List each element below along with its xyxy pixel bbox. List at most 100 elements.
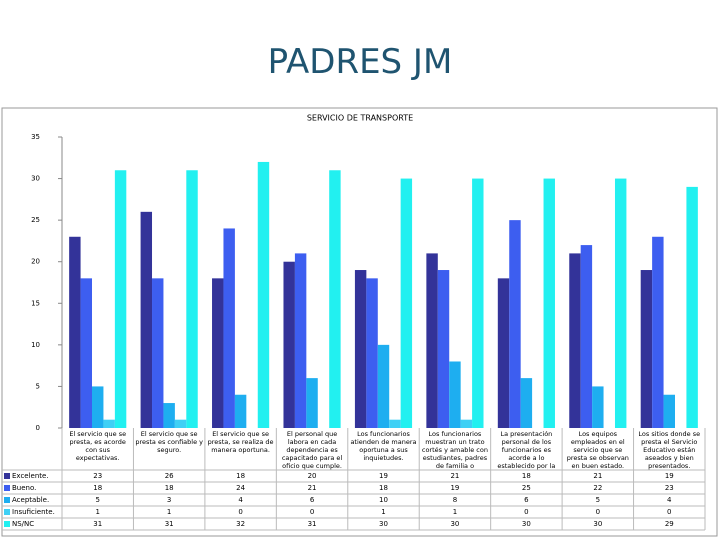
- bar: [140, 211, 153, 428]
- bar: [80, 278, 93, 428]
- legend-label: Insuficiente.: [12, 508, 55, 516]
- bar: [103, 419, 115, 428]
- bar: [114, 170, 127, 428]
- x-tick-label: El servicio que se presta, se realiza de…: [207, 430, 274, 454]
- y-tick-label: 20: [31, 258, 40, 266]
- table-value: 20: [308, 472, 317, 480]
- bar: [509, 220, 521, 428]
- bar: [186, 170, 198, 428]
- table-value: 5: [596, 496, 600, 504]
- table-value: 30: [522, 520, 531, 528]
- table-value: 1: [95, 508, 99, 516]
- table-value: 18: [236, 472, 245, 480]
- legend-label: Excelente.: [12, 472, 49, 480]
- table-value: 30: [379, 520, 388, 528]
- table-value: 23: [93, 472, 102, 480]
- y-tick-label: 5: [36, 382, 40, 390]
- table-value: 4: [238, 496, 243, 504]
- x-tick-label: Los sitios donde se presta el Servicio E…: [638, 430, 701, 470]
- legend-swatch: [4, 473, 10, 479]
- table-value: 24: [236, 484, 245, 492]
- bar: [257, 161, 270, 428]
- legend-label: NS/NC: [12, 520, 34, 528]
- table-value: 0: [238, 508, 242, 516]
- table-value: 29: [665, 520, 674, 528]
- table-value: 0: [524, 508, 528, 516]
- bar: [283, 261, 295, 428]
- y-tick-label: 10: [31, 341, 40, 349]
- y-tick-label: 35: [31, 133, 40, 141]
- chart-title: SERVICIO DE TRANSPORTE: [307, 114, 413, 123]
- x-tick-label: El personal que labora en cada dependenc…: [281, 430, 343, 470]
- bar: [163, 403, 175, 428]
- table-value: 19: [450, 484, 459, 492]
- table-value: 21: [450, 472, 459, 480]
- table-value: 21: [308, 484, 317, 492]
- bar: [580, 245, 593, 428]
- table-value: 31: [165, 520, 174, 528]
- table-value: 8: [453, 496, 457, 504]
- bar: [400, 178, 413, 428]
- table-value: 22: [593, 484, 602, 492]
- table-value: 18: [165, 484, 174, 492]
- bar: [92, 386, 104, 428]
- legend-swatch: [4, 509, 10, 515]
- table-value: 0: [596, 508, 600, 516]
- bar: [152, 278, 164, 428]
- table-value: 10: [379, 496, 388, 504]
- bar: [497, 278, 510, 428]
- bar: [377, 344, 390, 428]
- table-value: 1: [453, 508, 457, 516]
- y-tick-label: 30: [31, 175, 40, 183]
- y-tick-label: 15: [31, 299, 40, 307]
- y-tick-label: 25: [31, 216, 40, 224]
- table-value: 30: [450, 520, 459, 528]
- table-value: 18: [93, 484, 102, 492]
- table-value: 31: [93, 520, 102, 528]
- bar: [234, 394, 247, 428]
- x-tick-label: Los equipos empleados en el servicio que…: [566, 430, 629, 470]
- table-value: 18: [379, 484, 388, 492]
- table-value: 6: [524, 496, 529, 504]
- x-tick-label: El servicio que se presta, es acorde con…: [69, 430, 127, 462]
- bar: [437, 270, 450, 428]
- table-value: 3: [167, 496, 171, 504]
- table-value: 1: [381, 508, 385, 516]
- table-value: 32: [236, 520, 245, 528]
- bar: [592, 386, 604, 428]
- table-value: 1: [167, 508, 171, 516]
- bar: [212, 278, 224, 428]
- bar: [294, 253, 307, 428]
- table-value: 5: [95, 496, 99, 504]
- bar: [389, 419, 401, 428]
- bar: [686, 186, 698, 428]
- table-value: 26: [165, 472, 174, 480]
- bar: [306, 378, 318, 428]
- bar: [426, 253, 438, 428]
- legend-swatch: [4, 485, 10, 491]
- table-value: 0: [310, 508, 314, 516]
- table-value: 21: [593, 472, 602, 480]
- bar: [174, 419, 187, 428]
- chart-frame: [1, 107, 718, 537]
- bar: [366, 278, 378, 428]
- table-value: 6: [310, 496, 315, 504]
- bar: [472, 178, 484, 428]
- table-value: 19: [379, 472, 388, 480]
- bar: [329, 170, 341, 428]
- legend-label: Bueno.: [12, 484, 36, 492]
- table-value: 30: [593, 520, 602, 528]
- table-value: 0: [667, 508, 671, 516]
- bar: [640, 270, 653, 428]
- bar: [460, 419, 473, 428]
- table-value: 31: [308, 520, 317, 528]
- x-tick-label: El servicio que se presta es confiable y…: [135, 430, 203, 454]
- table-value: 19: [665, 472, 674, 480]
- x-tick-label: La presentación personal de los funciona…: [497, 430, 556, 470]
- y-tick-label: 0: [36, 424, 40, 432]
- table-value: 4: [667, 496, 672, 504]
- bar: [663, 394, 675, 428]
- x-tick-label: Los funcionarios atienden de manera opor…: [350, 430, 417, 462]
